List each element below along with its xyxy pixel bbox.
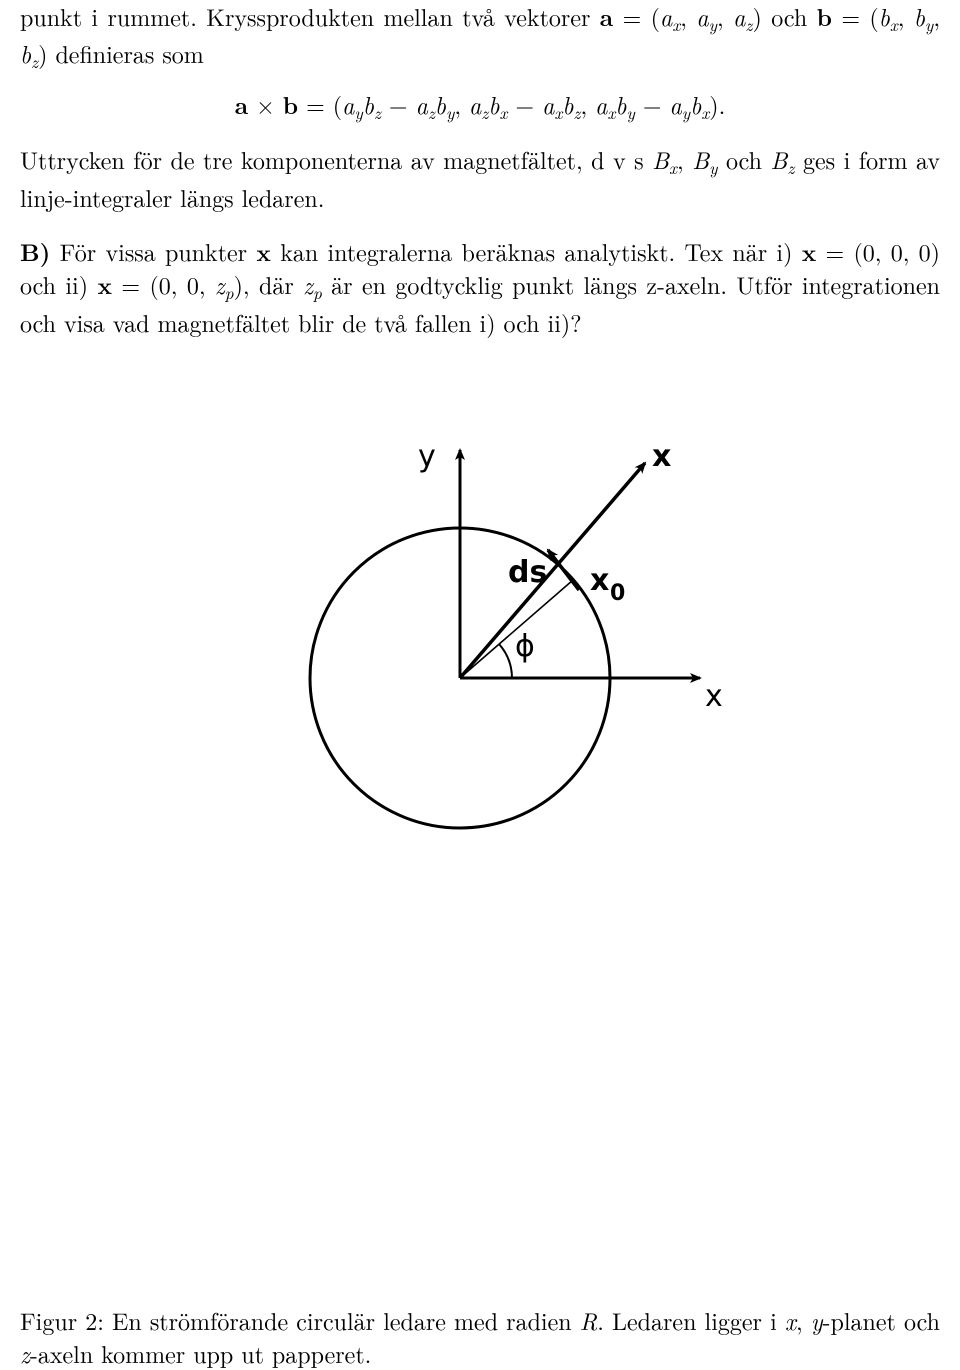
cap-post: -planet och [823, 1303, 940, 1337]
paragraph-3: B) För vissa punkter x kan integralerna … [20, 235, 940, 338]
p3a: För vissa punkter [50, 234, 256, 268]
label-y: y [418, 439, 436, 474]
part-b-label: B) [20, 235, 50, 269]
p2b: och [718, 142, 771, 176]
page: punkt i rummet. Kryssprodukten mellan tv… [0, 0, 960, 1369]
label-phi: ϕ [515, 629, 535, 664]
figure-caption: Figur 2: En strömförande circulär ledare… [20, 1304, 940, 1369]
cap-pre: Figur 2: En strömförande circulär ledare… [20, 1303, 580, 1337]
label-x-vec: x [652, 439, 671, 474]
diagram-svg: y x x x 0 ds ϕ [220, 428, 740, 858]
x-vector [460, 463, 645, 678]
cross-product-equation: a × b = (aybz − azby, azbx − axbz, axby … [20, 88, 940, 125]
p3e: är en godtycklig punkt längs z-axeln. Ut… [20, 267, 940, 338]
svg-text:x: x [590, 563, 609, 598]
p1a: punkt i rummet. Kryssprodukten mellan tv… [20, 0, 600, 33]
figure-2: y x x x 0 ds ϕ [20, 428, 940, 864]
label-x0: x 0 [590, 563, 625, 606]
phi-arc [499, 644, 512, 678]
p3d: , där [243, 267, 303, 301]
p1c: definieras som [47, 36, 203, 70]
cap-end: -axeln kommer upp ut papperet. [30, 1336, 372, 1370]
svg-text:0: 0 [610, 581, 625, 606]
p2a: Uttrycken för de tre komponenterna av ma… [20, 142, 652, 176]
p3b: kan integralerna beräknas analytiskt. Te… [271, 234, 802, 268]
label-x-axis: x [705, 679, 723, 714]
paragraph-2: Uttrycken för de tre komponenterna av ma… [20, 143, 940, 213]
cap-mid: . Ledaren ligger i [597, 1303, 785, 1337]
paragraph-1: punkt i rummet. Kryssprodukten mellan tv… [20, 0, 940, 74]
p1b: och [762, 0, 817, 33]
p3c: och ii) [20, 267, 97, 301]
label-ds: ds [508, 555, 547, 590]
